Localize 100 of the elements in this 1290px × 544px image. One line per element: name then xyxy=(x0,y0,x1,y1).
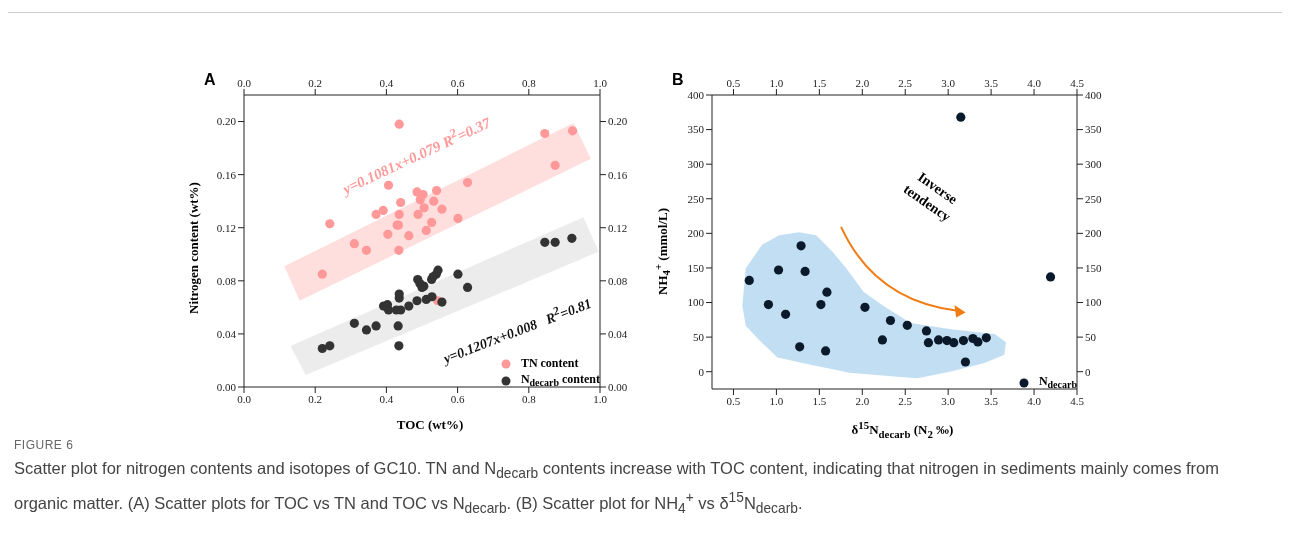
y2-tick-label: 0.00 xyxy=(608,380,628,393)
y2-tick-label: 0.20 xyxy=(608,115,628,128)
y2-tick-label: 300 xyxy=(1085,158,1102,171)
point xyxy=(949,338,959,348)
point xyxy=(902,320,912,330)
x-tick-label: 0.6 xyxy=(450,392,465,405)
x2-tick-label: 4.5 xyxy=(1070,77,1085,89)
point xyxy=(421,225,431,235)
point xyxy=(453,269,463,279)
point xyxy=(763,300,774,310)
y-tick-label: 0.12 xyxy=(216,221,236,234)
legend-label: N$_{decarb}$ content xyxy=(520,372,600,389)
y-axis-title: Nitrogen content (wt%) xyxy=(186,181,202,316)
x-tick-label: 1.0 xyxy=(593,392,608,405)
x2-tick-label: 3.0 xyxy=(941,77,956,89)
point xyxy=(394,245,404,255)
y-tick-label: 0.08 xyxy=(216,274,237,287)
point xyxy=(349,318,359,328)
point xyxy=(821,346,831,356)
x2-tick-label: 1.0 xyxy=(769,77,784,89)
point xyxy=(427,292,437,302)
x-tick-label: 3.0 xyxy=(941,394,956,407)
point xyxy=(404,231,414,241)
point xyxy=(412,296,422,306)
y2-tick-label: 50 xyxy=(1085,331,1097,344)
y-tick-label: 0.20 xyxy=(216,115,237,128)
point xyxy=(349,239,359,249)
y2-tick-label: 250 xyxy=(1085,192,1102,205)
x2-tick-label: 1.0 xyxy=(593,77,608,89)
point xyxy=(540,128,550,139)
y-tick-label: 150 xyxy=(687,261,705,274)
point xyxy=(550,237,560,247)
point xyxy=(462,282,473,293)
x-tick-label: 2.5 xyxy=(898,394,913,407)
point xyxy=(1045,272,1056,282)
point xyxy=(781,309,791,319)
point xyxy=(361,245,372,255)
y2-tick-label: 0.12 xyxy=(608,221,628,234)
point xyxy=(393,321,403,331)
y-tick-label: 300 xyxy=(687,158,705,171)
point xyxy=(317,343,327,354)
x-tick-label: 3.5 xyxy=(984,394,999,407)
x2-tick-label: 0.6 xyxy=(450,77,465,89)
point xyxy=(958,335,969,346)
x-tick-label: 1.0 xyxy=(769,394,784,407)
chart-title: B xyxy=(672,71,684,89)
y-tick-label: 0.16 xyxy=(216,168,237,181)
x2-tick-label: 3.5 xyxy=(984,77,999,89)
point xyxy=(437,204,447,214)
y2-tick-label: 0.16 xyxy=(608,168,628,181)
point xyxy=(394,341,404,351)
chart-title: A xyxy=(204,71,216,89)
point xyxy=(462,178,473,188)
y-tick-label: 100 xyxy=(687,296,705,309)
x2-tick-label: 2.5 xyxy=(898,77,913,89)
point xyxy=(877,335,887,345)
point xyxy=(325,341,335,351)
point xyxy=(800,266,810,276)
legend-label: N$_{decarb}$ xyxy=(1038,374,1077,391)
y-tick-label: 250 xyxy=(687,192,705,205)
point xyxy=(371,209,381,220)
point xyxy=(550,160,560,170)
point xyxy=(413,209,423,220)
y-tick-label: 0.00 xyxy=(216,380,237,393)
x2-tick-label: 0.2 xyxy=(308,77,323,89)
text: Scatter plot for nitrogen contents and isotopes of GC10. TN and N$_{decarb}$ contents increase with TOC content, indicating that nitrogen in sediments mainly comes from organic matter. (A) Scatter plots for TOC vs TN and TOC vs N$_{decarb}$. (B) Scatter plot for NH$_{4}$$^{+}$ vs δ$^{15}$N$_{decarb}$. xyxy=(14,459,1219,517)
y2-tick-label: 0 xyxy=(1085,365,1091,378)
x-tick-label: 0.5 xyxy=(726,394,741,407)
x-tick-label: 4.0 xyxy=(1027,394,1042,407)
y2-tick-label: 100 xyxy=(1085,296,1102,309)
x-axis-title: TOC (wt%) xyxy=(395,417,465,433)
point xyxy=(383,229,393,239)
point xyxy=(427,217,437,228)
point xyxy=(453,213,463,224)
y-tick-label: 0.04 xyxy=(216,327,237,340)
point xyxy=(973,337,983,347)
point xyxy=(396,197,406,208)
y-tick-label: 200 xyxy=(687,227,705,240)
point xyxy=(567,233,577,243)
point xyxy=(540,237,550,247)
y-tick-label: 350 xyxy=(687,123,705,136)
point xyxy=(923,338,934,348)
x2-tick-label: 0.5 xyxy=(726,77,741,89)
x2-tick-label: 4.0 xyxy=(1027,77,1042,89)
point xyxy=(885,315,896,326)
x-tick-label: 1.5 xyxy=(812,394,827,407)
y2-tick-label: 350 xyxy=(1085,123,1102,136)
y-tick-label: 50 xyxy=(693,331,705,344)
x-tick-label: 0.4 xyxy=(379,392,394,405)
x-axis-title: δ$^{15}$N$_{decarb}$ (N$_{2}$ ‰) xyxy=(850,419,955,440)
y2-tick-label: 0.08 xyxy=(608,274,628,287)
x2-tick-label: 1.5 xyxy=(812,77,827,89)
x-tick-label: 0.0 xyxy=(237,392,252,405)
point xyxy=(773,265,784,275)
point xyxy=(419,203,429,213)
x2-tick-label: 0.4 xyxy=(379,77,394,89)
y2-tick-label: 0.04 xyxy=(608,327,628,340)
point xyxy=(567,126,578,136)
point xyxy=(394,209,404,220)
x-tick-label: 0.8 xyxy=(521,392,537,405)
